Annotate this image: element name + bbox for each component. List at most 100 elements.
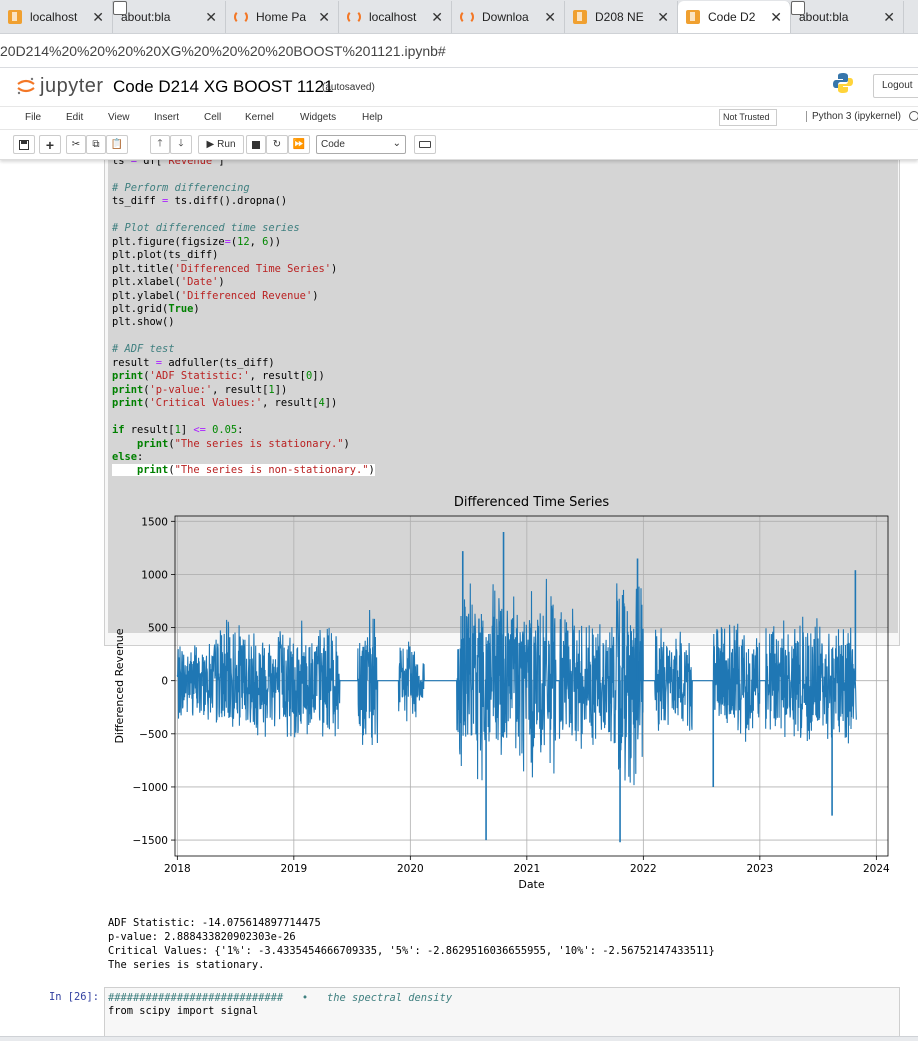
- move-down-button[interactable]: 🡓: [170, 135, 192, 154]
- code-line: print('Critical Values:', result[4]): [112, 397, 338, 410]
- bottom-border: [0, 1036, 918, 1041]
- code-line: result = adfuller(ts_diff): [112, 356, 275, 369]
- output-line: The series is stationary.: [108, 959, 265, 971]
- save-button[interactable]: [13, 135, 35, 154]
- restart-button[interactable]: ↻: [266, 135, 288, 154]
- close-icon[interactable]: ✕: [770, 8, 782, 25]
- close-icon[interactable]: ✕: [92, 8, 104, 25]
- menu-insert[interactable]: Insert: [154, 112, 180, 123]
- logout-button[interactable]: Logout: [873, 74, 918, 98]
- chart-title: Differenced Time Series: [454, 495, 610, 510]
- command-palette-button[interactable]: [414, 135, 436, 154]
- copy-button[interactable]: ⧉: [86, 135, 106, 154]
- x-tick-label: 2019: [280, 863, 307, 875]
- y-tick-label: 1000: [141, 569, 168, 581]
- move-up-button[interactable]: 🡑: [150, 135, 170, 154]
- close-icon[interactable]: ✕: [318, 8, 330, 25]
- fast-forward-icon: ⏩: [292, 139, 306, 150]
- restart-run-all-button[interactable]: ⏩: [288, 135, 310, 154]
- code-line: plt.title('Differenced Time Series'): [112, 262, 338, 275]
- code-line: print("The series is stationary."): [137, 437, 350, 450]
- kernel-name[interactable]: Python 3 (ipykernel): [806, 111, 901, 122]
- cell-type-select[interactable]: Code ⌄: [316, 135, 406, 154]
- browser-tab[interactable]: D208 NE ✕: [565, 1, 678, 33]
- code-editor[interactable]: ts = df['Revenue'] # Perform differencin…: [108, 160, 898, 633]
- chevron-down-icon: ⌄: [392, 138, 401, 149]
- arrow-up-icon: 🡑: [157, 138, 163, 149]
- restart-icon: ↻: [272, 139, 282, 150]
- code-lines-2[interactable]: ############################ • the spect…: [108, 992, 452, 1019]
- code-line: # Perform differencing: [112, 181, 250, 194]
- code-cell-selected[interactable]: ts = df['Revenue'] # Perform differencin…: [104, 160, 900, 646]
- tab-label: Downloa: [482, 10, 529, 24]
- y-tick-label: 1500: [141, 516, 168, 528]
- differenced-time-series-chart: Differenced Time Series 2018 2019 2020 2021 2…: [113, 495, 890, 891]
- trust-status-button[interactable]: Not Trusted: [719, 109, 777, 126]
- jupyter-logo-icon[interactable]: [16, 76, 36, 96]
- cut-button[interactable]: ✂: [66, 135, 86, 154]
- browser-tab[interactable]: about:bla ✕: [113, 1, 226, 33]
- close-icon[interactable]: ✕: [431, 8, 443, 25]
- code-line: # ADF test: [112, 343, 175, 356]
- paste-button[interactable]: 📋: [106, 135, 128, 154]
- code-line: print("The series is non-stationary."): [112, 464, 375, 477]
- close-icon[interactable]: ✕: [544, 8, 556, 25]
- x-tick-label: 2023: [746, 863, 773, 875]
- address-bar[interactable]: 20D214%20%20%20%20XG%20%20%20%20BOOST%20…: [0, 34, 918, 68]
- browser-tab[interactable]: Home Pa ✕: [226, 1, 339, 33]
- x-axis-label: Date: [518, 878, 545, 891]
- close-icon[interactable]: ✕: [883, 8, 895, 25]
- run-label: Run: [217, 139, 236, 150]
- menu-file[interactable]: File: [25, 112, 42, 123]
- browser-tab[interactable]: localhost ✕: [339, 1, 452, 33]
- close-icon[interactable]: ✕: [657, 8, 669, 25]
- menu-help[interactable]: Help: [362, 112, 383, 123]
- code-line: [112, 209, 375, 222]
- tab-label: localhost: [30, 10, 78, 24]
- menu-cell[interactable]: Cell: [204, 112, 222, 123]
- python-logo-icon: [833, 73, 853, 93]
- menu-widgets[interactable]: Widgets: [300, 112, 337, 123]
- insert-cell-button[interactable]: +: [39, 135, 61, 154]
- menu-kernel[interactable]: Kernel: [245, 112, 274, 123]
- browser-tab[interactable]: Downloa ✕: [452, 1, 565, 33]
- close-icon[interactable]: ✕: [205, 8, 217, 25]
- y-tick-label: −500: [139, 729, 168, 741]
- browser-tab[interactable]: Code D2 ✕: [678, 1, 791, 33]
- x-tick-label: 2020: [397, 863, 424, 875]
- code-line: [112, 168, 375, 181]
- jupyter-logo-text[interactable]: jupyter: [40, 75, 104, 97]
- keyboard-icon: [419, 141, 431, 148]
- code-line: plt.plot(ts_diff): [112, 249, 219, 262]
- arrow-down-icon: 🡓: [178, 138, 184, 149]
- cell-output-text: ADF Statistic: -14.075614897714475 p-valu…: [108, 916, 715, 972]
- code-line: plt.show(): [112, 316, 175, 329]
- code-line: plt.grid(True): [112, 302, 200, 315]
- browser-tab[interactable]: about:bla ✕: [791, 1, 904, 33]
- menu-view[interactable]: View: [108, 112, 130, 123]
- interrupt-button[interactable]: [246, 135, 266, 154]
- menu-edit[interactable]: Edit: [66, 112, 84, 123]
- y-axis-label: Differenced Revenue: [113, 628, 126, 743]
- page-icon: [113, 1, 127, 15]
- code-line: plt.xlabel('Date'): [112, 276, 225, 289]
- stop-icon: [252, 140, 260, 149]
- browser-tab[interactable]: localhost ✕: [0, 1, 113, 33]
- plus-icon: +: [45, 136, 55, 153]
- autosave-status: (autosaved): [322, 82, 375, 93]
- code-line: print('p-value:', result[1]): [112, 383, 288, 396]
- x-tick-label: 2021: [513, 863, 540, 875]
- x-tick-label: 2024: [863, 863, 890, 875]
- page-icon: [791, 1, 805, 15]
- notebook-title[interactable]: Code D214 XG BOOST 1121: [113, 77, 334, 96]
- code-line-comment: the spectral density: [308, 992, 453, 1004]
- url-text[interactable]: 20D214%20%20%20%20XG%20%20%20%20BOOST%20…: [0, 42, 446, 59]
- code-lines[interactable]: ts = df['Revenue'] # Perform differencin…: [112, 160, 375, 478]
- run-button[interactable]: ▶ Run: [198, 135, 244, 154]
- jupyter-book-icon: [8, 10, 22, 24]
- paste-icon: 📋: [110, 139, 124, 150]
- plot-frame: [174, 515, 889, 857]
- notebook-page: ts = df['Revenue'] # Perform differencin…: [0, 160, 918, 1041]
- code-cell-spectral[interactable]: ############################ • the spect…: [104, 987, 900, 1041]
- code-line: [112, 330, 375, 343]
